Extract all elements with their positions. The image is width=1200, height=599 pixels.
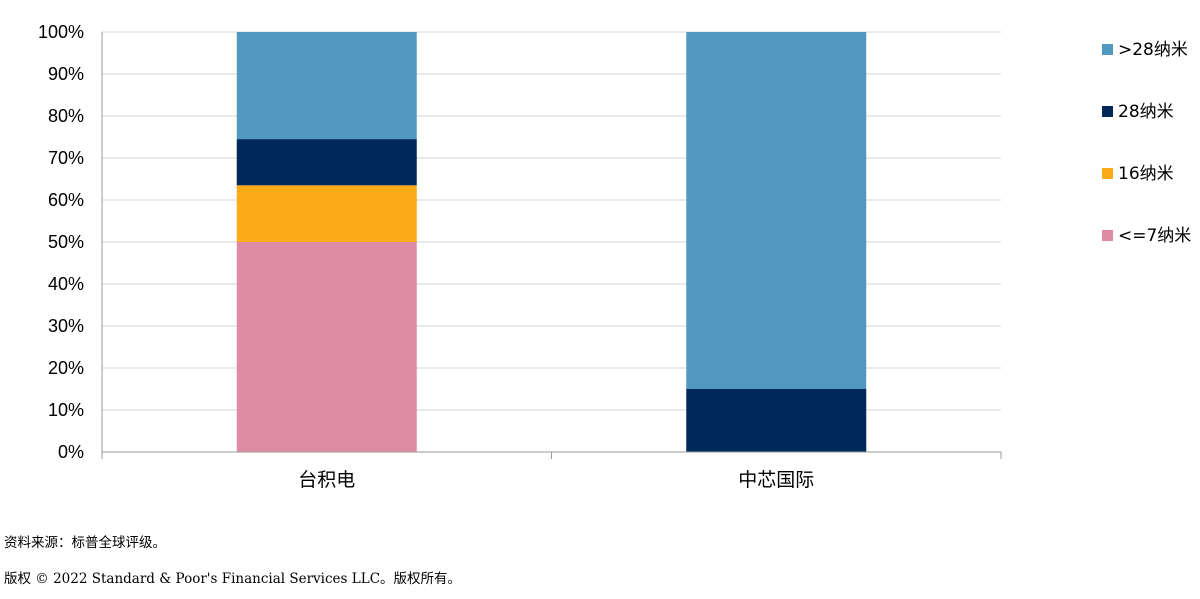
legend-swatch [1102, 44, 1113, 55]
copyright-note: 版权 © 2022 Standard & Poor's Financial Se… [4, 571, 462, 587]
bar-segment [236, 185, 417, 242]
y-tick-label: 80% [48, 106, 84, 126]
legend-label: 28纳米 [1118, 102, 1174, 122]
bar-segment [236, 242, 417, 452]
legend: >28纳米 28纳米 16纳米 <=7纳米 [1102, 40, 1191, 246]
legend-label: 16纳米 [1118, 164, 1174, 184]
x-category-label: 中芯国际 [738, 469, 814, 491]
y-tick-label: 50% [48, 232, 84, 252]
bar-segments [236, 32, 867, 452]
bar-segment [236, 32, 417, 140]
legend-swatch [1102, 168, 1113, 179]
stacked-bar-chart: 0% 10% 20% 30% 40% 50% 60% 70% 80% 90% 100% 台积电 中芯国… [38, 22, 1191, 491]
legend-swatch [1102, 106, 1113, 117]
axes [101, 32, 1002, 459]
bar-segment [236, 139, 417, 186]
x-axis-category-labels: 台积电 中芯国际 [298, 469, 814, 491]
y-tick-label: 70% [48, 148, 84, 168]
y-tick-label: 60% [48, 190, 84, 210]
y-tick-label: 100% [38, 22, 84, 42]
y-tick-label: 30% [48, 316, 84, 336]
legend-swatch [1102, 230, 1113, 241]
y-tick-label: 40% [48, 274, 84, 294]
y-tick-label: 0% [58, 442, 84, 462]
bar-segment [686, 32, 867, 389]
legend-label: <=7纳米 [1118, 226, 1191, 246]
bar-segment [686, 389, 867, 452]
y-tick-label: 10% [48, 400, 84, 420]
legend-label: >28纳米 [1118, 40, 1188, 60]
x-category-label: 台积电 [298, 469, 355, 491]
y-tick-label: 20% [48, 358, 84, 378]
source-note: 资料来源：标普全球评级。 [4, 535, 166, 551]
y-tick-label: 90% [48, 64, 84, 84]
y-axis-tick-labels: 0% 10% 20% 30% 40% 50% 60% 70% 80% 90% 100% [38, 22, 84, 462]
